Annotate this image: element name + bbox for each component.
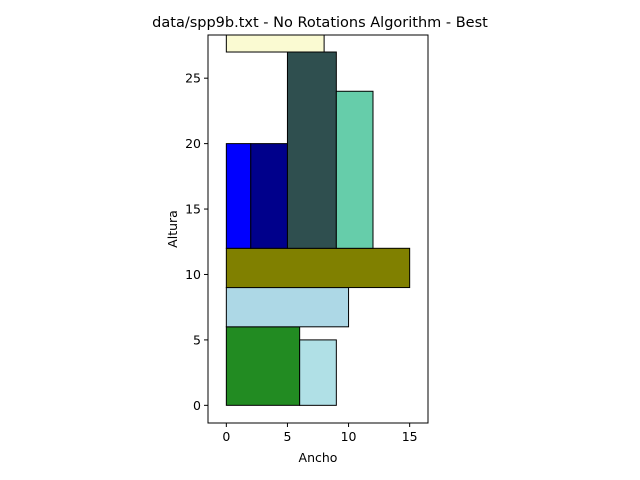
rectangles-layer — [225, 35, 411, 406]
x-tick-label-2: 10 — [341, 429, 357, 444]
y-tick-label-1: 5 — [193, 332, 201, 347]
bar-rect-5 — [250, 143, 288, 249]
bar-rect-7 — [335, 90, 374, 249]
x-tick-label-3: 15 — [402, 429, 418, 444]
y-tick-label-0: 0 — [193, 398, 201, 413]
bar-rect-0 — [225, 326, 301, 406]
ticks-layer: 0 5 10 15 0 5 10 15 20 25 — [185, 71, 418, 444]
bar-rect-2 — [225, 287, 350, 328]
y-tick-label-4: 20 — [185, 136, 201, 151]
y-tick-label-2: 10 — [185, 267, 201, 282]
x-axis-label: Ancho — [299, 450, 338, 465]
bar-rect-3 — [225, 247, 411, 289]
bar-rect-4 — [225, 143, 252, 249]
bar-rect-8 — [225, 35, 325, 53]
bar-rect-6 — [286, 51, 337, 249]
x-tick-label-0: 0 — [222, 429, 230, 444]
x-tick-label-1: 5 — [283, 429, 291, 444]
bar-rect-1 — [299, 339, 337, 406]
plot-frame — [207, 34, 429, 424]
y-tick-label-3: 15 — [185, 202, 201, 217]
y-axis-label: Altura — [165, 210, 180, 248]
chart-title: data/spp9b.txt - No Rotations Algorithm … — [152, 15, 488, 31]
y-tick-label-5: 25 — [185, 71, 201, 86]
